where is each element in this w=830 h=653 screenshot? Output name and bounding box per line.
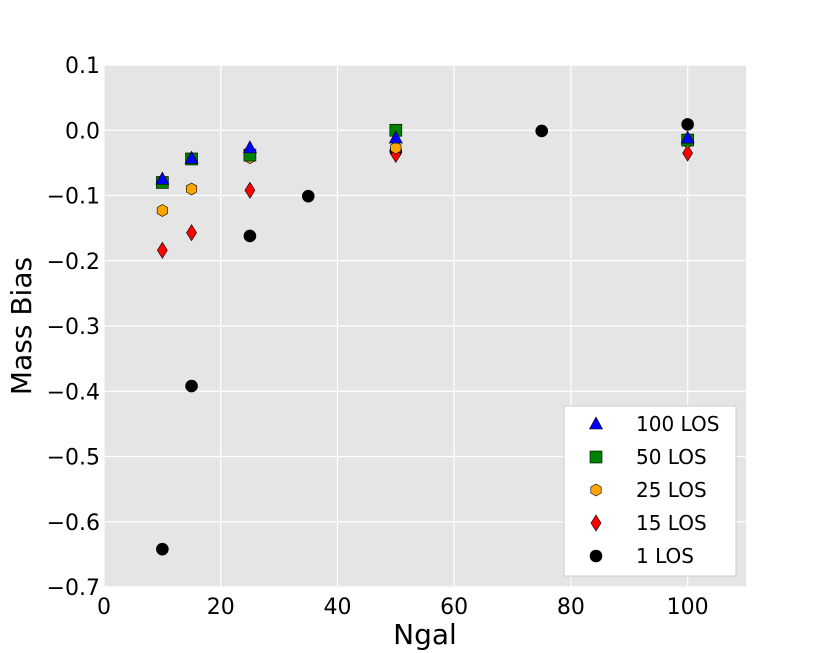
x-tick-label: 0 (97, 595, 111, 620)
data-point-triangle (242, 140, 257, 154)
data-point-circle (243, 229, 257, 243)
data-point-diamond (682, 144, 693, 162)
legend-label: 50 LOS (636, 445, 707, 469)
data-point-diamond (157, 241, 168, 259)
legend-label: 15 LOS (636, 511, 707, 535)
y-tick-label: −0.5 (47, 446, 100, 471)
x-tick-label: 80 (557, 595, 585, 620)
legend-marker-hexagon (590, 483, 602, 497)
x-axis-label: Ngal (393, 618, 457, 651)
legend-marker-circle (589, 549, 603, 563)
legend-label: 1 LOS (636, 544, 694, 568)
x-tick-label: 40 (323, 595, 351, 620)
x-tick-label: 20 (207, 595, 235, 620)
data-point-circle (681, 118, 694, 131)
y-tick-label: −0.2 (47, 250, 100, 275)
y-axis-label: Mass Bias (5, 257, 38, 395)
data-point-circle (156, 542, 169, 556)
x-tick-label: 60 (440, 595, 468, 620)
data-points (155, 118, 695, 556)
y-tick-label: 0.0 (65, 119, 100, 144)
data-point-triangle (155, 171, 170, 185)
axis-ticks: 0 20 40 60 80 100 0.1 0.0 −0.1 −0.2 −0.3 −0.4 −0.5 −0… (47, 54, 709, 620)
legend-marker-triangle (588, 416, 604, 430)
y-tick-label: −0.1 (47, 185, 100, 210)
y-tick-label: −0.3 (47, 315, 100, 340)
x-tick-label: 100 (667, 595, 709, 620)
legend-label: 100 LOS (636, 412, 719, 436)
grid-lines (103, 64, 746, 588)
data-point-hexagon (186, 182, 198, 196)
series-100-los (155, 130, 695, 185)
y-tick-label: −0.6 (47, 511, 100, 536)
data-point-hexagon (390, 141, 402, 155)
legend-label: 25 LOS (636, 478, 707, 502)
y-tick-label: −0.7 (47, 576, 100, 601)
y-tick-label: −0.4 (47, 380, 100, 405)
series-15-los (157, 144, 693, 259)
data-point-triangle (388, 130, 403, 144)
legend-marker-diamond (590, 514, 602, 532)
data-point-triangle (184, 150, 199, 164)
data-point-circle (535, 124, 549, 138)
y-tick-label: 0.1 (65, 54, 100, 79)
legend-marker-square (589, 450, 603, 464)
data-point-diamond (244, 181, 256, 199)
data-point-triangle (680, 130, 695, 144)
data-point-circle (301, 189, 315, 203)
data-point-diamond (186, 224, 197, 242)
data-point-hexagon (156, 204, 168, 217)
legend: 100 LOS 50 LOS 25 LOS 15 LOS 1 LOS (563, 405, 737, 577)
data-point-circle (185, 379, 198, 393)
